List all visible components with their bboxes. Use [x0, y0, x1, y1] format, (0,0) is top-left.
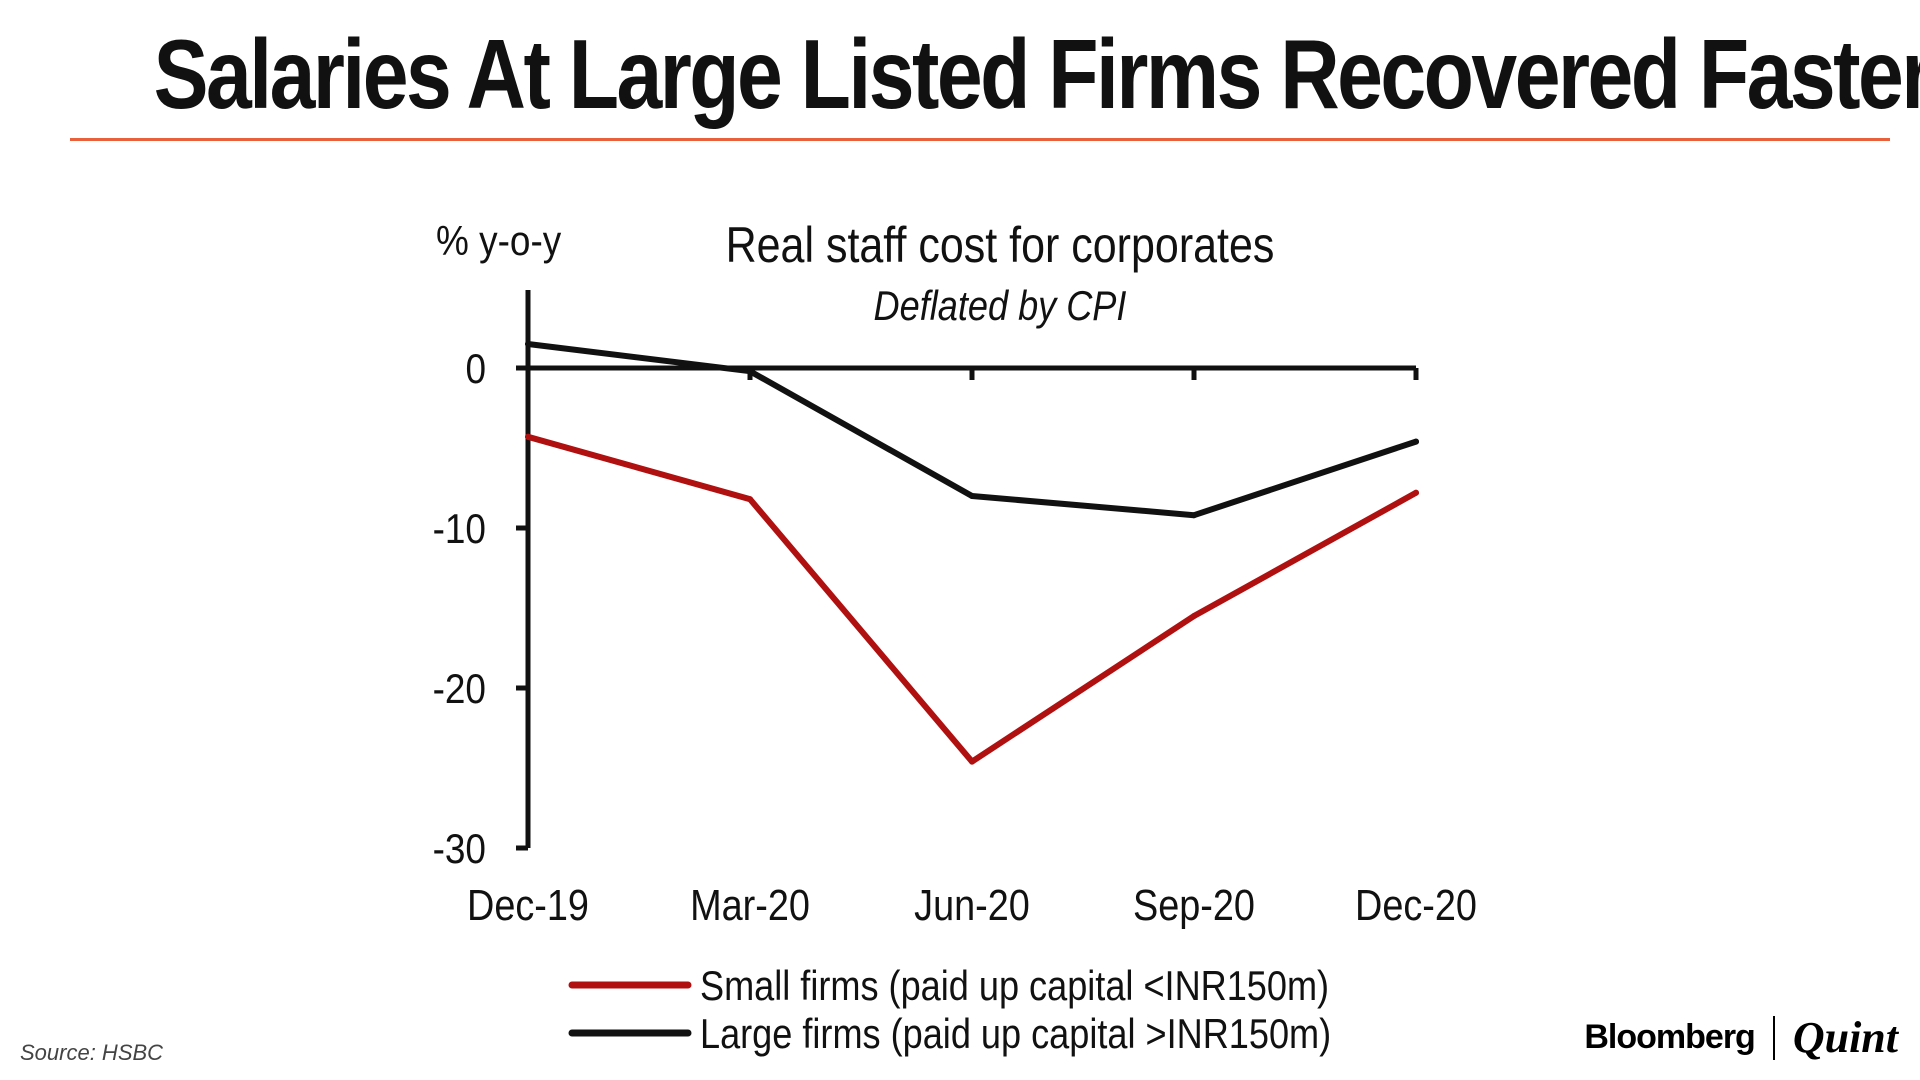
- large-firms-point: [747, 368, 753, 375]
- x-tick-label: Sep-20: [1133, 880, 1255, 929]
- legend-label: Small firms (paid up capital <INR150m): [700, 964, 1329, 1010]
- brand-logo: Bloomberg Quint: [1584, 1012, 1898, 1063]
- small-firms-point: [969, 758, 975, 765]
- x-tick-label: Mar-20: [690, 880, 810, 929]
- x-tick-label: Dec-20: [1355, 880, 1477, 929]
- series-layer: [525, 341, 1419, 765]
- brand-separator: [1772, 1015, 1775, 1060]
- source-note: Source: HSBC: [20, 1040, 164, 1065]
- small-firms-point: [525, 433, 531, 440]
- headline-rule: [70, 138, 1890, 141]
- chart-subtitle: Deflated by CPI: [874, 284, 1127, 330]
- y-tick-label: -10: [433, 506, 486, 553]
- chart-title: Real staff cost for corporates: [726, 217, 1275, 273]
- y-axis-label: % y-o-y: [436, 218, 561, 265]
- large-firms-point: [969, 493, 975, 499]
- small-firms-point: [1413, 489, 1419, 496]
- chart-legend: Small firms (paid up capital <INR150m)La…: [568, 964, 1331, 1058]
- y-tick-label: 0: [465, 346, 486, 393]
- large-firms-point: [1191, 512, 1197, 519]
- brand-bloomberg: Bloomberg: [1584, 1018, 1755, 1056]
- small-firms-point: [747, 496, 753, 503]
- chart-axes: 0 -10 -20 -30 Dec-19 Mar-20 Jun-20 Sep-20 Dec-20: [433, 290, 1477, 930]
- x-tick-label: Dec-19: [467, 880, 589, 929]
- legend-label: Large firms (paid up capital >INR150m): [700, 1012, 1331, 1058]
- x-tick-label: Jun-20: [914, 880, 1030, 929]
- large-firms-point: [1413, 438, 1419, 445]
- small-firms-point: [1191, 613, 1197, 619]
- large-firms-point: [525, 341, 531, 347]
- headline: Salaries At Large Listed Firms Recovered…: [153, 19, 1920, 129]
- y-tick-label: -20: [433, 666, 486, 713]
- brand-quint: Quint: [1792, 1013, 1898, 1062]
- y-tick-label: -30: [433, 826, 486, 873]
